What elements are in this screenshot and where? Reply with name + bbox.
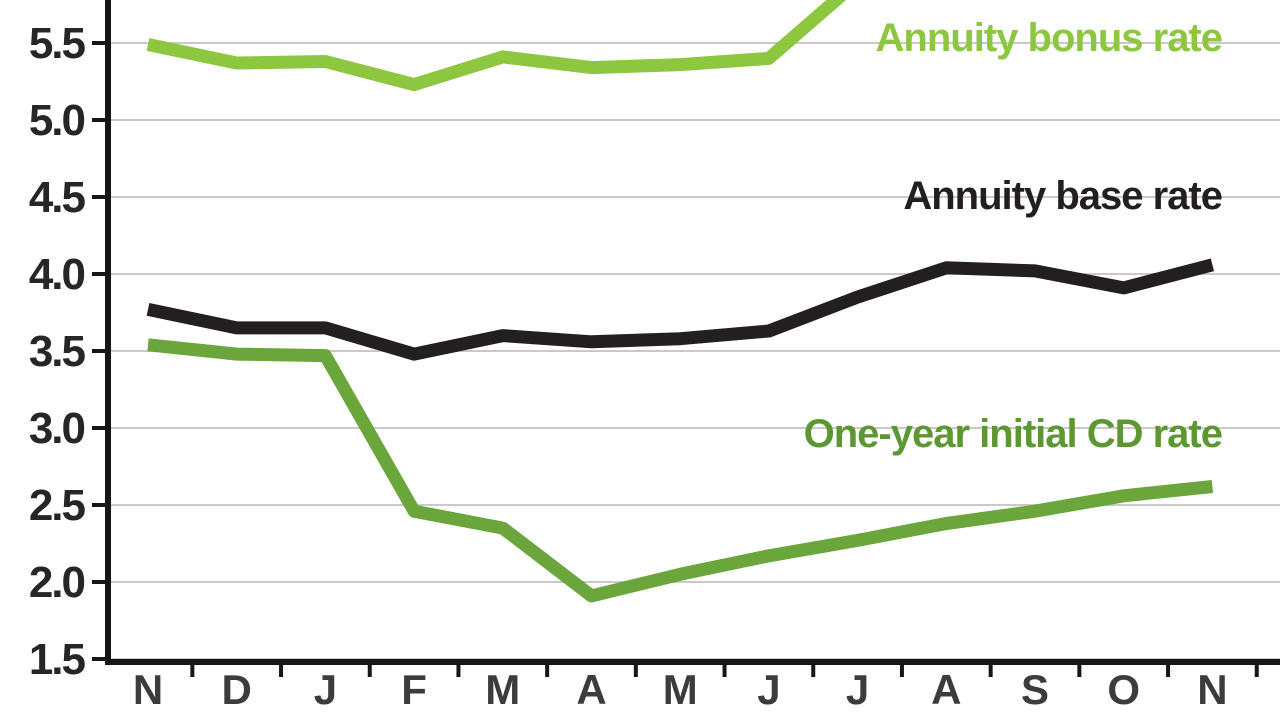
x-tick-label: D [222,666,252,713]
y-tick-labels: 5.5 5.0 4.5 4.0 3.5 3.0 2.5 2.0 1.5 [29,19,88,684]
x-tick-label: J [846,666,869,713]
y-tick-label: 4.0 [29,250,85,299]
x-tick-label: M [485,666,520,713]
series-label-annuity-base-rate: Annuity base rate [903,174,1223,218]
x-tick-label: O [1107,666,1140,713]
series-line-one-year-initial-cd-rate [147,338,1214,603]
y-tick-label: 5.5 [29,19,86,68]
y-tick-label: 3.5 [29,327,86,376]
axes [92,0,1280,677]
x-tick-label: J [757,666,780,713]
y-tick-label: 3.0 [29,404,85,453]
series-label-annuity-bonus-rate: Annuity bonus rate [875,16,1223,60]
y-tick-label: 4.5 [29,173,86,222]
series-lines [146,0,1215,603]
x-tick-label: N [1197,666,1227,713]
y-tick-label: 2.0 [29,558,85,607]
x-tick-label: A [576,666,606,713]
y-tick-label: 2.5 [29,481,86,530]
x-tick-label: M [663,666,698,713]
series-line-annuity-bonus-rate [146,0,847,92]
y-tick-label: 5.0 [29,96,85,145]
series-line-annuity-base-rate [146,258,1215,361]
x-tick-label: N [133,666,163,713]
series-label-one-year-initial-cd-rate: One-year initial CD rate [803,412,1223,456]
x-tick-label: F [401,666,427,713]
x-tick-label: J [314,666,337,713]
y-tick-label: 1.5 [29,635,86,684]
x-tick-label: S [1021,666,1049,713]
x-tick-label: A [931,666,961,713]
